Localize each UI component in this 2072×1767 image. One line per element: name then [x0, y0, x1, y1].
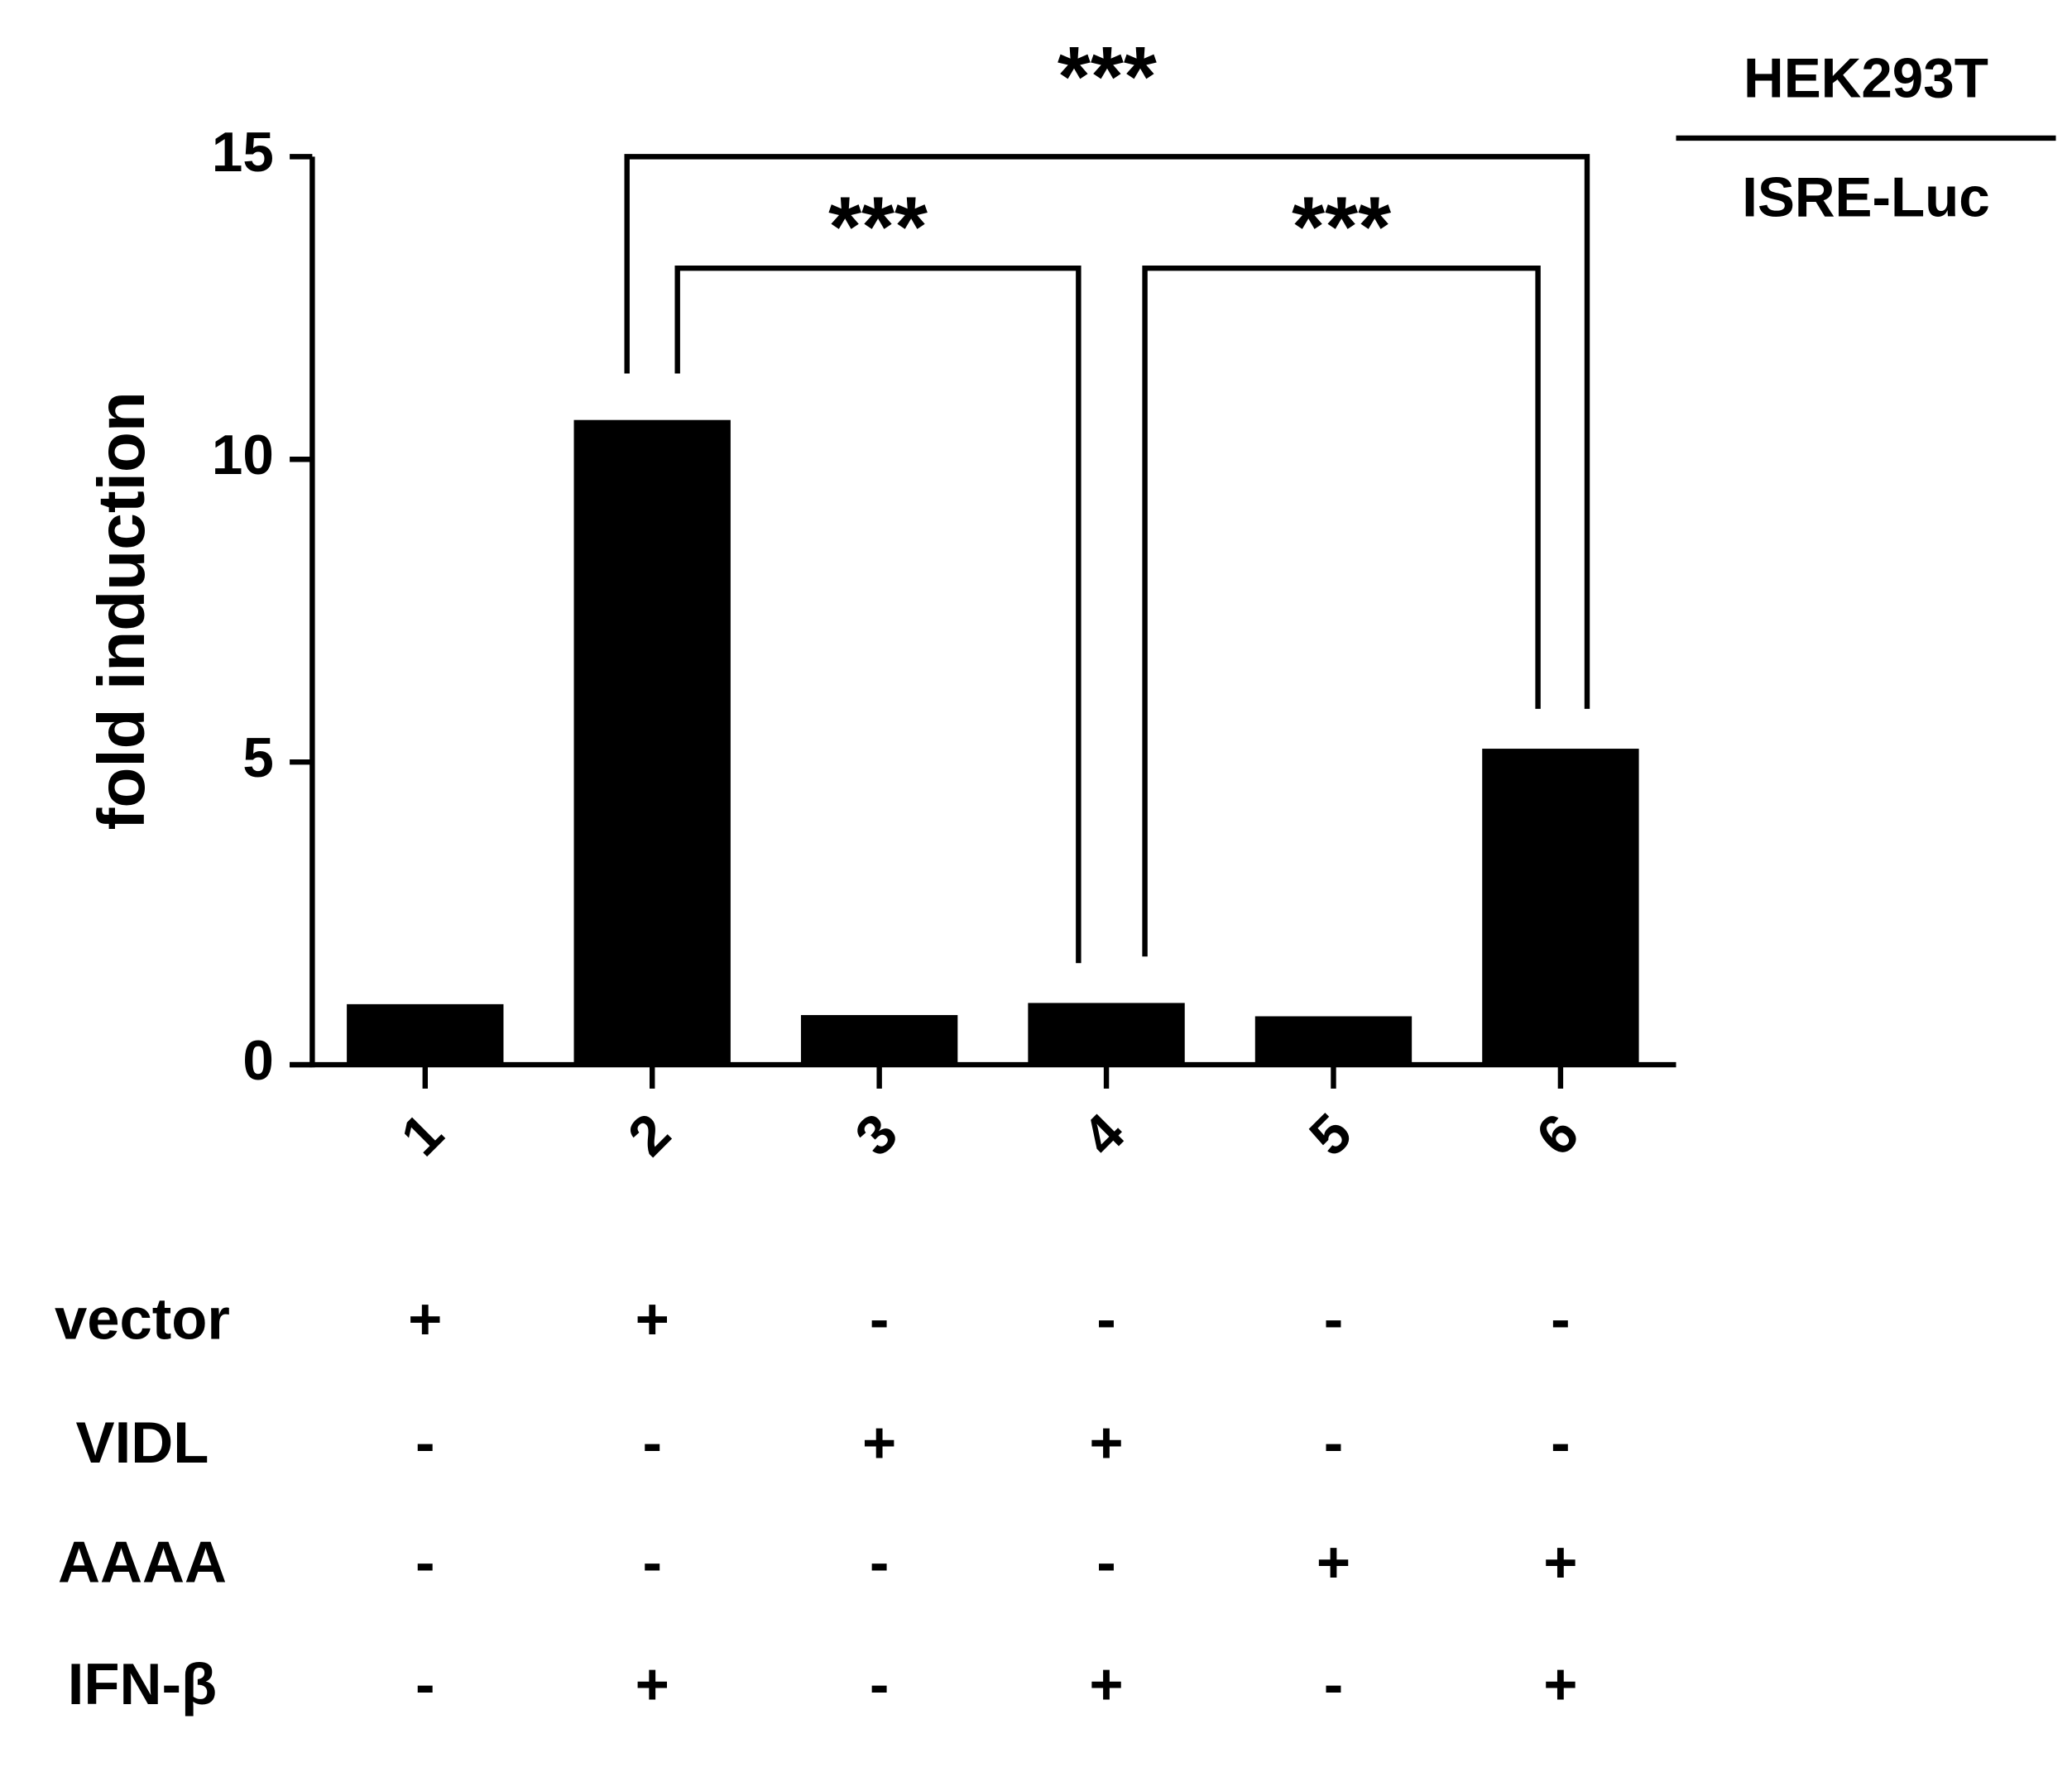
bar: [800, 1015, 958, 1065]
condition-sign: -: [1551, 1410, 1571, 1475]
bar: [573, 419, 731, 1065]
condition-label: vector: [55, 1286, 230, 1352]
bar: [347, 1003, 504, 1065]
significance-bracket: [624, 154, 1590, 709]
condition-sign: -: [1324, 1286, 1344, 1352]
condition-sign: +: [408, 1286, 442, 1352]
condition-sign: -: [870, 1651, 890, 1717]
condition-sign: +: [636, 1286, 669, 1352]
condition-sign: -: [1324, 1651, 1344, 1717]
condition-sign: +: [1543, 1651, 1577, 1717]
legend-subtitle: ISRE-Luc: [1742, 167, 1990, 229]
y-tick-label: 10: [212, 424, 274, 486]
condition-label: AAAA: [58, 1529, 227, 1594]
condition-sign: +: [1089, 1651, 1123, 1717]
y-tick-label: 15: [212, 122, 274, 184]
y-axis-label: fold induction: [84, 391, 159, 830]
x-tick-label: 5: [1297, 1102, 1364, 1168]
bar: [1254, 1016, 1413, 1065]
condition-label: IFN-β: [68, 1651, 217, 1717]
condition-sign: -: [642, 1410, 662, 1475]
x-tick-label: 1: [390, 1102, 456, 1168]
condition-sign: -: [1096, 1286, 1116, 1352]
y-tick-label: 5: [242, 727, 273, 789]
x-tick-label: 6: [1525, 1102, 1591, 1168]
condition-sign: -: [415, 1651, 435, 1717]
condition-sign: +: [1089, 1410, 1123, 1475]
x-tick-label: 3: [844, 1102, 910, 1168]
condition-sign: -: [642, 1529, 662, 1594]
condition-sign: +: [1317, 1529, 1350, 1594]
condition-sign: -: [415, 1410, 435, 1475]
condition-sign: -: [1324, 1410, 1344, 1475]
condition-sign: +: [1543, 1529, 1577, 1594]
y-tick-label: 0: [242, 1030, 273, 1092]
x-tick-label: 4: [1071, 1102, 1137, 1168]
condition-label: VIDL: [76, 1410, 209, 1475]
x-tick-label: 2: [616, 1102, 683, 1168]
significance-label: ***: [1292, 180, 1391, 275]
significance-label: ***: [828, 180, 928, 275]
bar: [1482, 749, 1639, 1065]
condition-sign: -: [870, 1529, 890, 1594]
bar: [1028, 1003, 1185, 1065]
condition-sign: -: [1551, 1286, 1571, 1352]
condition-sign: +: [862, 1410, 896, 1475]
condition-sign: +: [636, 1651, 669, 1717]
significance-label: ***: [1058, 29, 1157, 124]
legend-title: HEK293T: [1743, 47, 1988, 109]
condition-sign: -: [415, 1529, 435, 1594]
significance-bracket: [674, 265, 1082, 964]
significance-bracket: [1142, 265, 1541, 957]
condition-sign: -: [1096, 1529, 1116, 1594]
condition-sign: -: [870, 1286, 890, 1352]
